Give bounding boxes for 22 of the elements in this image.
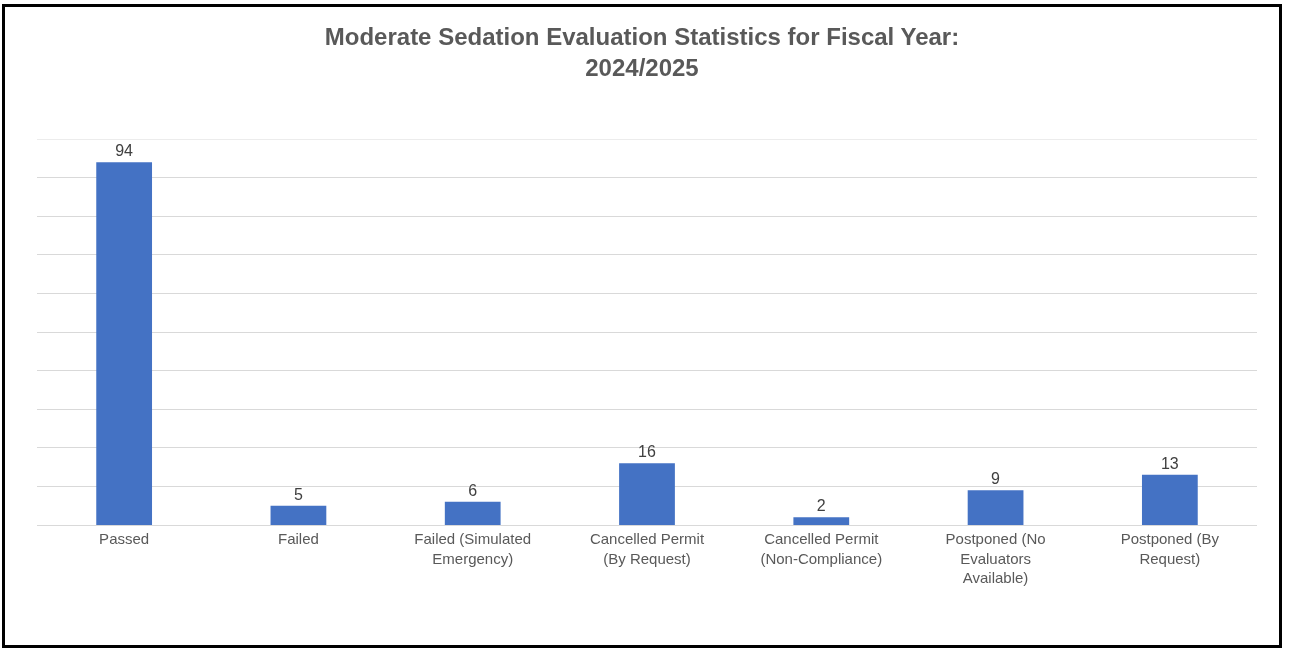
x-tick-label: Failed (Simulated Emergency) — [414, 530, 532, 567]
x-tick-label: Cancelled Permit (Non-Compliance) — [760, 530, 883, 567]
x-tick-label: Passed — [99, 530, 150, 547]
x-tick-label: Failed — [278, 530, 319, 547]
bar — [96, 162, 153, 525]
x-tick-label: Postponed (By Request) — [1120, 530, 1220, 567]
chart-title: Moderate Sedation Evaluation Statistics for Fiscal Year: 2024/2025 — [324, 23, 960, 82]
bar — [967, 490, 1024, 525]
data-label: 5 — [293, 485, 303, 503]
bar — [619, 463, 675, 525]
bar — [1141, 474, 1198, 525]
data-label: 6 — [468, 481, 478, 499]
bar — [793, 517, 850, 525]
data-label: 16 — [638, 443, 656, 461]
data-label: 13 — [1160, 454, 1179, 472]
x-tick-label: Postponed (No Evaluators Available) — [945, 530, 1046, 586]
data-label: 2 — [816, 497, 826, 515]
bar — [444, 501, 501, 525]
data-label: 9 — [991, 470, 1001, 488]
x-tick-label: Cancelled Permit (By Request) — [589, 530, 705, 567]
data-label: 94 — [115, 142, 134, 160]
bar — [270, 505, 327, 525]
